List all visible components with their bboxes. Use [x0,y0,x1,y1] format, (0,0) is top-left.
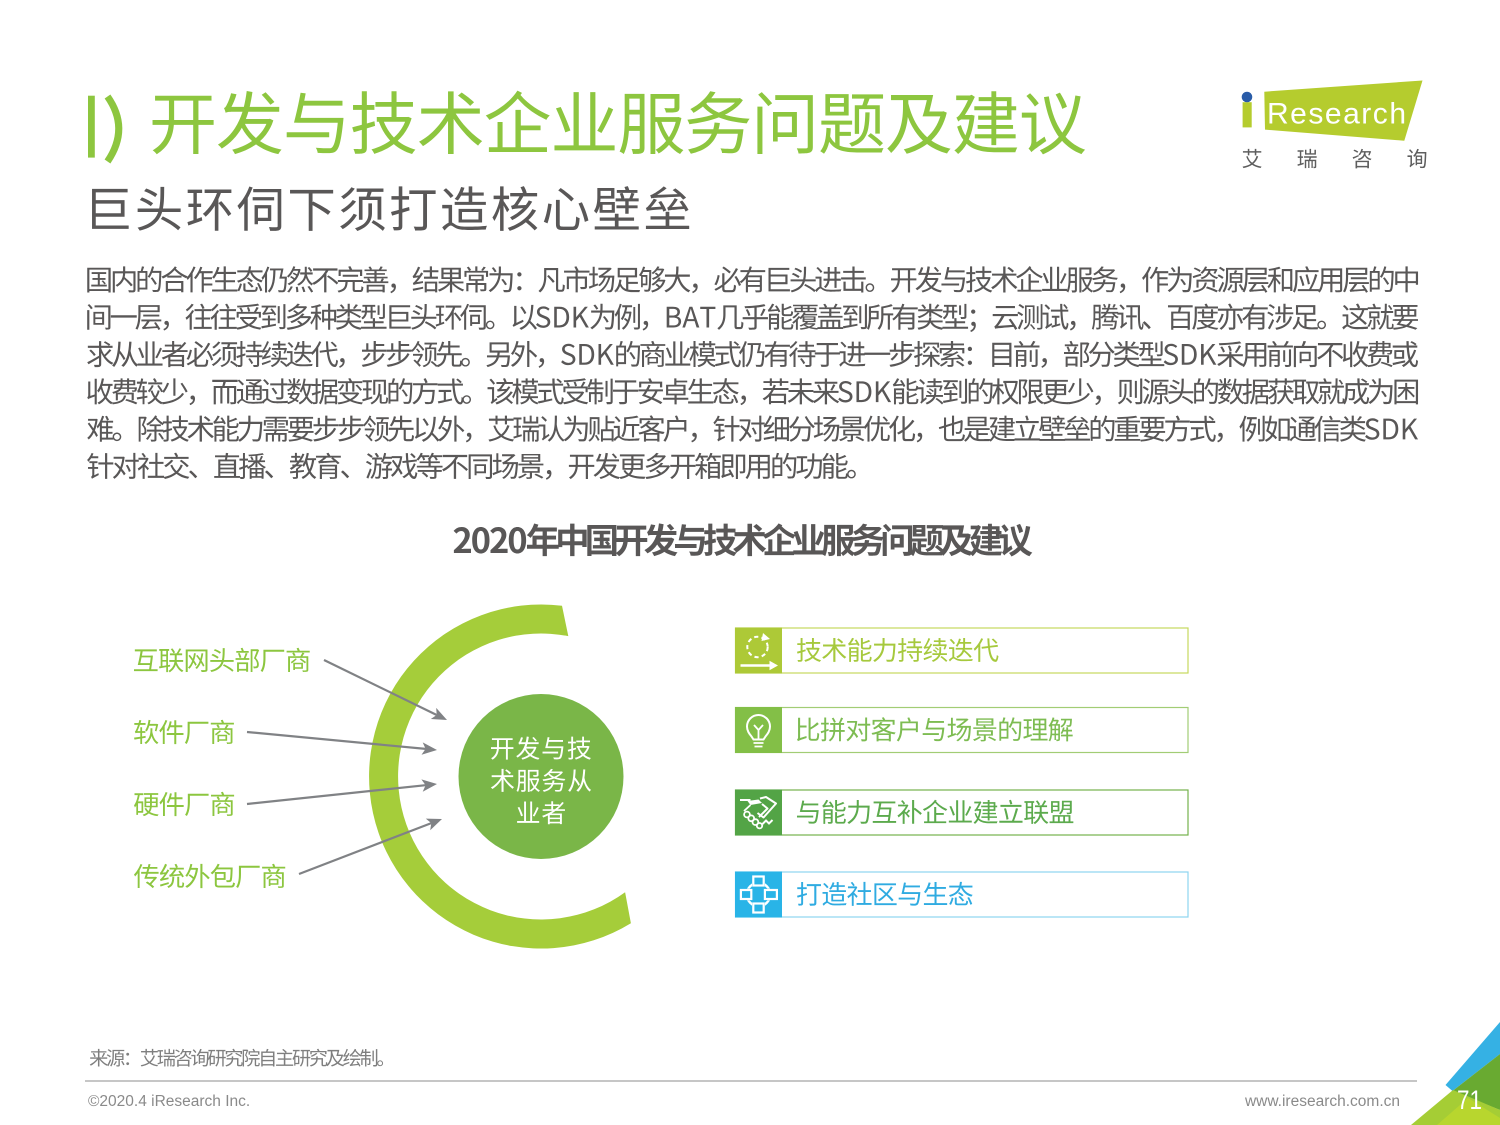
svg-text:©2020.4 iResearch Inc.: ©2020.4 iResearch Inc. [88,1093,250,1110]
svg-text:Research: Research [1267,98,1406,131]
svg-text:www.iresearch.com.cn: www.iresearch.com.cn [1244,1093,1400,1110]
svg-text:71: 71 [1457,1085,1482,1115]
